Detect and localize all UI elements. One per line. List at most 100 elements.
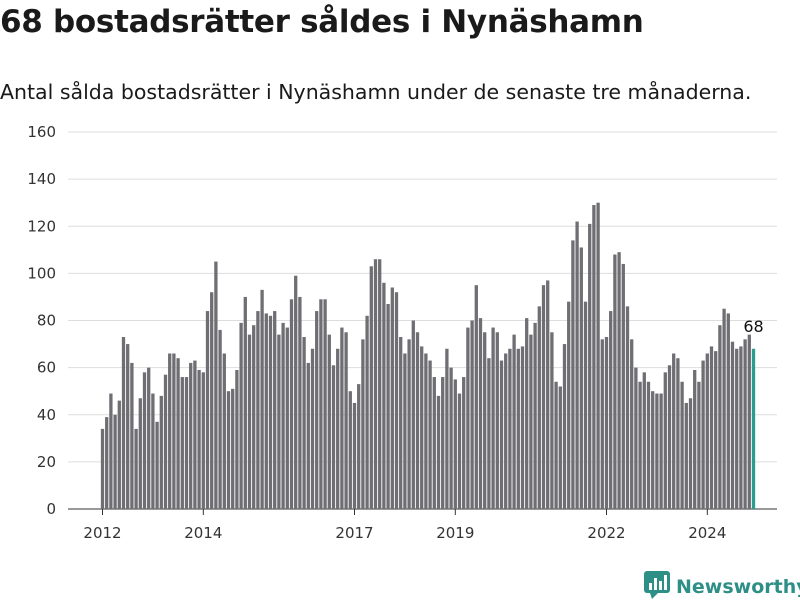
bar [655,393,659,509]
bar [457,393,462,509]
bar [289,299,294,509]
last-value-label: 68 [743,317,763,336]
bar [730,341,735,509]
bar [344,332,348,509]
bar [634,367,638,510]
bar [138,398,142,509]
bar [550,332,554,509]
bar [672,353,676,509]
bar [260,289,264,509]
bar [420,346,424,509]
bar [571,240,575,509]
bar [319,299,323,509]
bar [126,344,130,509]
bar [235,369,239,509]
bar [365,315,369,509]
bar [697,381,701,509]
bar [596,202,600,509]
bar [546,280,550,509]
chart-subtitle: Antal sålda bostadsrätter i Nynäshamn un… [0,80,752,104]
bar [264,313,268,509]
bar [331,365,336,509]
bar [394,292,399,509]
bar [709,346,714,509]
bar [583,301,588,509]
bar [163,374,168,509]
y-tick-label: 140 [27,170,56,188]
bar [168,353,172,509]
bar [281,322,285,509]
bar [205,311,210,509]
bar [411,320,415,509]
bar [441,377,445,509]
bar [210,292,214,509]
bar [373,259,378,509]
bar [478,318,483,509]
x-tick-label: 2014 [184,524,222,542]
y-tick-label: 80 [37,312,56,330]
bar [189,362,193,509]
bar [541,285,546,509]
bar [214,261,218,509]
bar [147,367,151,510]
bar [155,421,159,509]
bar [172,353,176,509]
bar [747,334,751,509]
y-tick-label: 40 [37,406,56,424]
bar [306,362,310,509]
bar [357,384,361,509]
bar [680,381,684,509]
bar [642,372,646,509]
bar [285,327,289,509]
bar [739,346,743,509]
chart-title: 68 bostadsrätter såldes i Nynäshamn [0,4,644,40]
bar [516,348,520,509]
bar [600,339,604,509]
bar [625,306,630,509]
bar [520,346,525,509]
bar [630,339,634,509]
bar [714,351,718,509]
bar [462,377,466,509]
bar [323,299,327,509]
bar [495,332,499,509]
bar [575,221,579,510]
bar [109,393,113,509]
bar [134,428,138,509]
bar [663,372,667,509]
y-tick-label: 160 [27,123,56,141]
bar [184,377,189,509]
bar [621,263,625,509]
x-tick-label: 2012 [83,524,121,542]
bar [390,287,394,509]
bar [340,327,344,509]
y-tick-label: 120 [27,217,56,235]
bar [336,348,340,509]
bar [176,358,180,509]
bar [378,259,382,509]
bar [592,205,596,510]
bar [352,402,357,509]
bar-chart: 0 20 40 60 80 100 120 140 160 2012 2014 2017 2019 202… [27,123,777,542]
bar [428,360,432,509]
bar [646,381,651,509]
bar [588,223,592,509]
bar [142,372,147,509]
bar [449,367,453,510]
bar [130,362,134,509]
newsworthy-logo[interactable]: Newsworthy [644,571,800,603]
bar [193,360,197,509]
x-tick-label: 2022 [587,524,625,542]
bar [239,322,243,509]
bar [688,398,693,509]
bar [302,336,306,509]
bar [613,254,617,509]
bar [113,414,117,509]
bar [105,417,109,509]
y-tick-label: 20 [37,453,56,471]
bar [424,353,428,509]
bar [327,334,331,509]
bar [121,336,126,509]
bar [487,358,491,509]
bar [273,311,277,509]
